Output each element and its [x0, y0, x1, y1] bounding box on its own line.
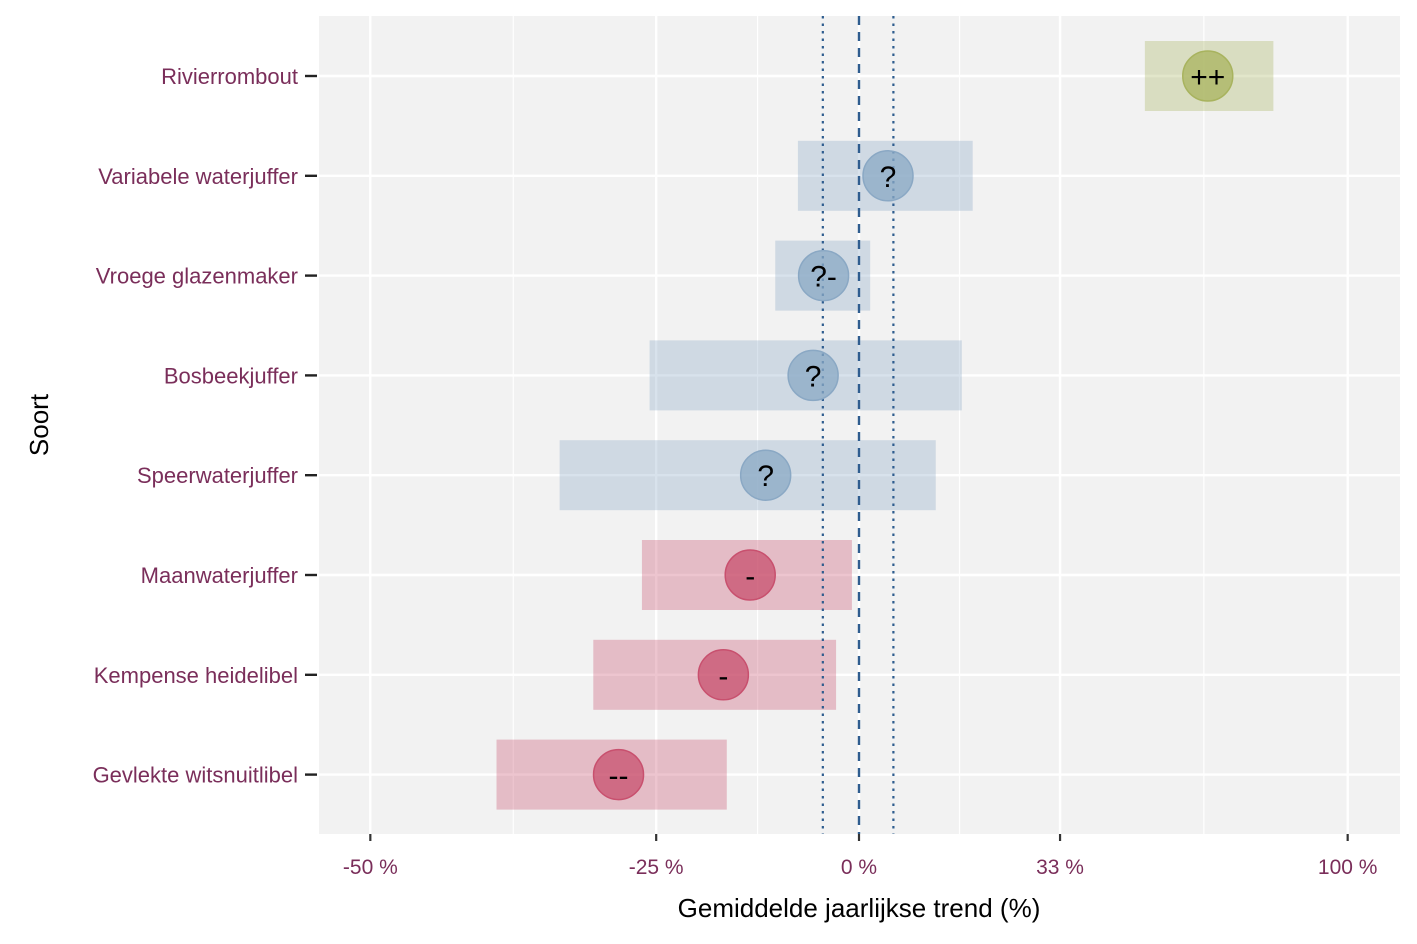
x-tick-label: 0 %	[841, 856, 877, 879]
x-axis-title: Gemiddelde jaarlijkse trend (%)	[678, 893, 1041, 923]
trend-symbol: ?	[880, 161, 897, 194]
species-label: Maanwaterjuffer	[141, 563, 298, 588]
y-axis: Rivierrombout Variabele waterjuffer Vroege…	[93, 64, 317, 788]
trend-symbol: ?-	[810, 261, 837, 294]
trend-symbol: -	[745, 560, 755, 593]
estimate-point	[1182, 50, 1234, 102]
species-label: Rivierrombout	[161, 64, 298, 89]
estimate-point	[739, 449, 792, 501]
trend-symbol: --	[609, 760, 629, 793]
trend-symbol: ?	[757, 460, 774, 493]
trend-symbol: ++	[1190, 61, 1225, 94]
estimate-point	[724, 549, 776, 601]
x-tick-label: 100 %	[1318, 856, 1378, 879]
y-axis-title: Soort	[24, 393, 54, 456]
x-tick-label: -25 %	[629, 856, 684, 879]
species-label: Speerwaterjuffer	[137, 463, 298, 488]
estimate-point	[697, 649, 750, 701]
estimate-point	[787, 349, 839, 402]
estimate-point	[797, 249, 850, 302]
species-label: Variabele waterjuffer	[98, 164, 298, 189]
x-tick-label: 33 %	[1036, 856, 1084, 879]
species-label: Gevlekte witsnuitlibel	[93, 763, 298, 788]
estimate-markers: ++??-??----	[592, 50, 1234, 801]
minor-gridlines	[512, 16, 1205, 834]
trend-symbol: -	[718, 660, 728, 693]
trend-symbol: ?	[805, 360, 822, 393]
estimate-point	[592, 748, 645, 801]
species-label: Bosbeekjuffer	[164, 363, 298, 388]
x-axis: -50 % -25 % 0 % 33 % 100 %	[343, 834, 1378, 879]
species-label: Vroege glazenmaker	[96, 264, 298, 289]
estimate-point	[862, 150, 914, 202]
x-tick-label: -50 %	[343, 856, 398, 879]
species-label: Kempense heidelibel	[94, 663, 298, 688]
